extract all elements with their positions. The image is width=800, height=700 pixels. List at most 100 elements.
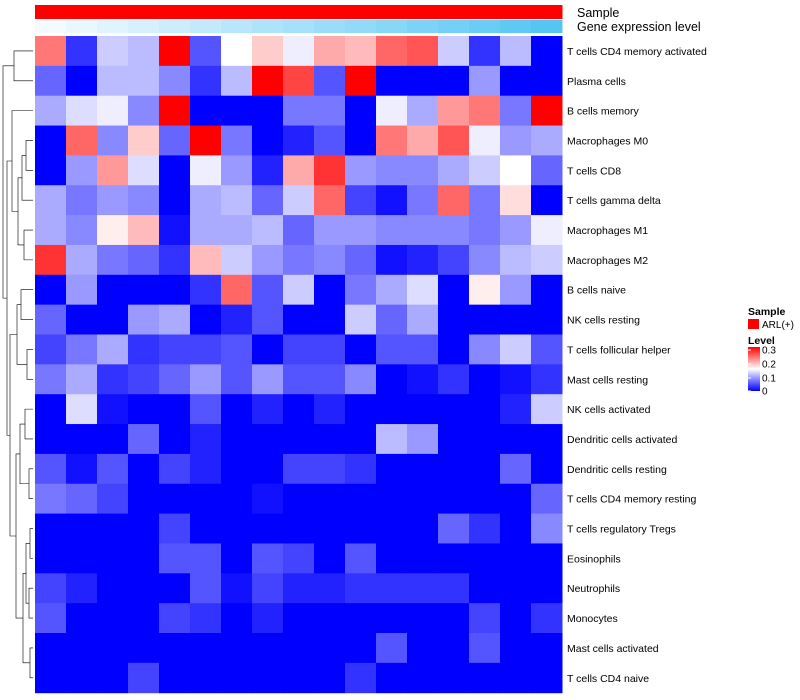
dendrogram-branch	[6, 160, 12, 436]
heatmap-cell	[438, 603, 470, 634]
heatmap-cell	[221, 334, 253, 365]
heatmap-cell	[407, 36, 439, 67]
legend-level-colorbar	[748, 347, 760, 391]
legend: Sample ARL(+) Level 0.3 0.2 0.1 0	[748, 306, 794, 398]
heatmap-cell	[159, 185, 191, 216]
heatmap-cell	[190, 424, 222, 455]
sample-annotation-cell	[221, 5, 253, 19]
heatmap-cell	[469, 155, 501, 186]
heatmap-cell	[469, 453, 501, 485]
heatmap-cell	[128, 125, 160, 156]
heatmap-cell	[190, 573, 222, 604]
heatmap-cell	[376, 573, 408, 604]
heatmap-cell	[35, 215, 67, 246]
heatmap-cell	[128, 453, 160, 485]
heatmap-cell	[407, 304, 439, 335]
legend-tick-label: 0.3	[762, 346, 776, 357]
legend-level-title: Level	[748, 335, 775, 347]
heatmap-cell	[252, 244, 284, 276]
expression-annotation-cell	[221, 20, 253, 33]
heatmap-cell	[66, 662, 98, 694]
heatmap-cell	[35, 513, 67, 544]
heatmap-cell	[469, 573, 501, 604]
sample-annotation-cell	[252, 5, 284, 19]
legend-sample-title: Sample	[748, 306, 786, 318]
heatmap-cell	[128, 573, 160, 604]
annotation-tracks	[35, 5, 563, 33]
heatmap-cell	[314, 125, 346, 156]
heatmap-cell	[97, 573, 129, 604]
heatmap-cell	[345, 543, 377, 574]
heatmap-cell	[97, 244, 129, 276]
heatmap-cell	[438, 662, 470, 694]
heatmap-cell	[314, 155, 346, 186]
dendrogram-branch	[17, 177, 24, 246]
heatmap-cell	[159, 304, 191, 335]
sample-annotation-cell	[438, 5, 470, 19]
heatmap-cell	[469, 215, 501, 246]
heatmap-cell	[345, 36, 377, 67]
heatmap-cell	[159, 95, 191, 127]
heatmap-cell	[438, 573, 470, 604]
heatmap-cell	[128, 364, 160, 395]
heatmap-cell	[159, 394, 191, 425]
heatmap-cell	[159, 453, 191, 485]
heatmap-cell	[35, 662, 67, 694]
heatmap-cell	[314, 274, 346, 306]
heatmap-cell	[469, 483, 501, 515]
heatmap-cell	[159, 633, 191, 664]
heatmap-cell	[407, 65, 439, 97]
row-label: Plasma cells	[567, 76, 626, 88]
heatmap-cell	[500, 424, 532, 455]
heatmap-cell	[252, 95, 284, 127]
heatmap-cell	[376, 364, 408, 395]
sample-annotation-cell	[66, 5, 98, 19]
dendrogram-branch	[28, 587, 33, 619]
heatmap-cell	[97, 125, 129, 156]
heatmap-cell	[469, 185, 501, 216]
heatmap-cell	[531, 364, 563, 395]
heatmap-cell	[97, 334, 129, 365]
heatmap-cell	[66, 603, 98, 634]
sample-annotation-cell	[159, 5, 191, 19]
heatmap-cell	[314, 543, 346, 574]
heatmap-cell	[97, 274, 129, 306]
heatmap-cell	[159, 364, 191, 395]
heatmap-cell	[345, 633, 377, 664]
heatmap-cell	[376, 155, 408, 186]
heatmap-cell	[438, 65, 470, 97]
heatmap-cell	[283, 424, 315, 455]
heatmap-cell	[314, 513, 346, 544]
heatmap-cell	[345, 453, 377, 485]
heatmap-cell	[531, 633, 563, 664]
heatmap-cell	[221, 453, 253, 485]
heatmap-cell	[500, 125, 532, 156]
heatmap-cell	[128, 633, 160, 664]
heatmap-cell	[221, 65, 253, 97]
heatmap-cell	[66, 125, 98, 156]
heatmap-cell	[314, 215, 346, 246]
heatmap-cell	[469, 304, 501, 335]
heatmap-cell	[314, 573, 346, 604]
heatmap-cell	[407, 603, 439, 634]
heatmap-cell	[283, 334, 315, 365]
heatmap-cell	[190, 36, 222, 67]
sample-annotation-cell	[190, 5, 222, 19]
heatmap-cell	[66, 36, 98, 67]
heatmap-cell	[128, 483, 160, 515]
heatmap-cell	[531, 603, 563, 634]
heatmap-cell	[407, 155, 439, 186]
row-label: Macrophages M2	[567, 255, 648, 267]
heatmap-cell	[221, 424, 253, 455]
heatmap-cell	[407, 662, 439, 694]
heatmap-cells	[35, 36, 563, 694]
heatmap-cell	[97, 453, 129, 485]
heatmap-cell	[159, 573, 191, 604]
expression-annotation-cell	[283, 20, 315, 33]
heatmap-cell	[35, 65, 67, 97]
legend-sample-entry: ARL(+)	[762, 320, 794, 331]
heatmap-cell	[438, 424, 470, 455]
heatmap-cell	[283, 65, 315, 97]
heatmap-cell	[221, 543, 253, 574]
heatmap-cell	[376, 274, 408, 306]
